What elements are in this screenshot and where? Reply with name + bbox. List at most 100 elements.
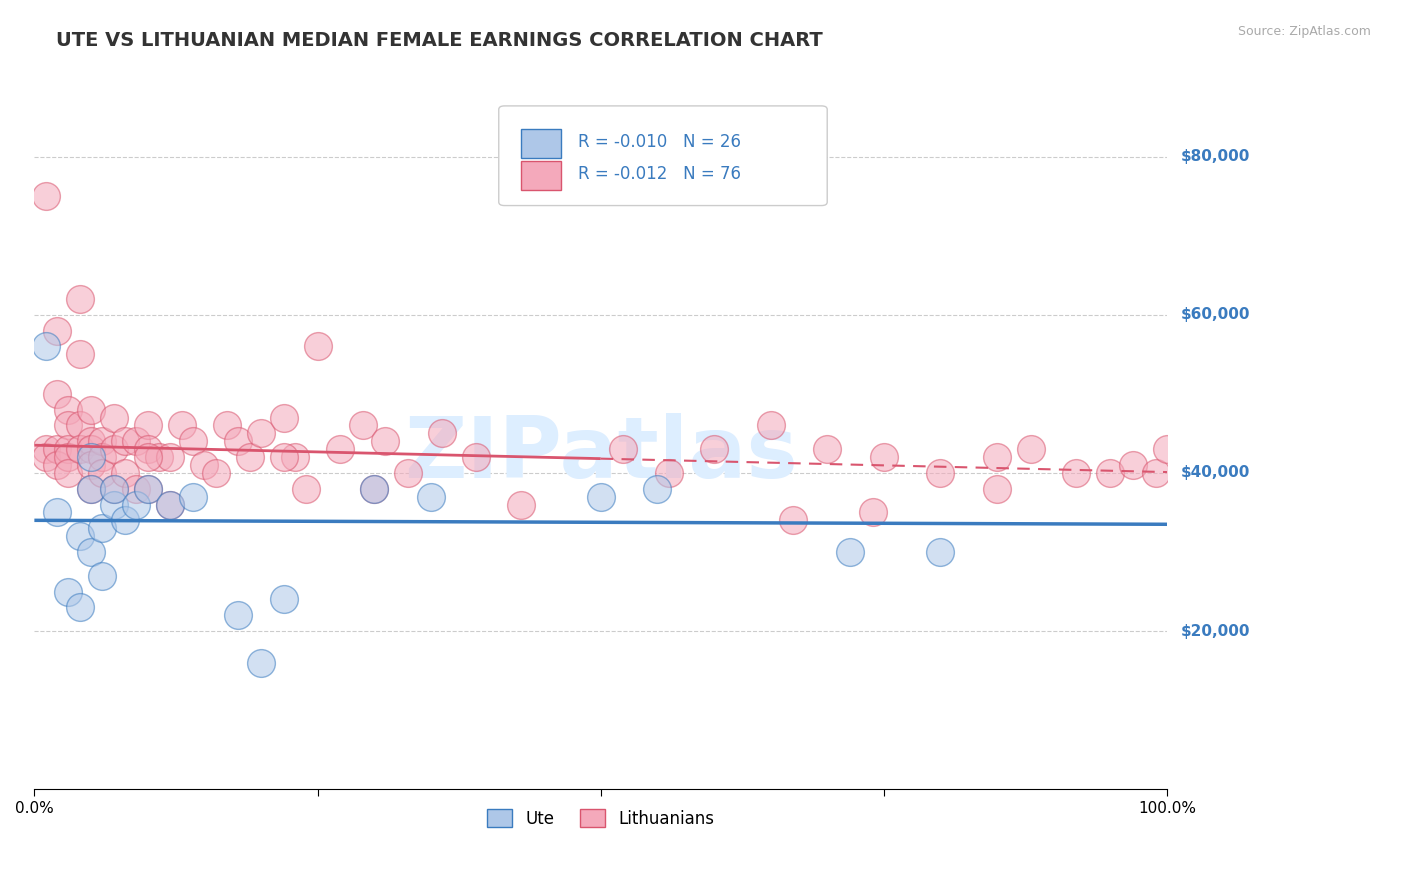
Point bbox=[612, 442, 634, 457]
Point bbox=[170, 418, 193, 433]
Point bbox=[159, 498, 181, 512]
Point bbox=[103, 442, 125, 457]
Point bbox=[374, 434, 396, 449]
Point bbox=[273, 450, 295, 464]
Point bbox=[136, 482, 159, 496]
Point bbox=[295, 482, 318, 496]
Point bbox=[103, 482, 125, 496]
Point bbox=[91, 466, 114, 480]
Text: $40,000: $40,000 bbox=[1181, 466, 1250, 481]
Point bbox=[80, 458, 103, 472]
Point bbox=[419, 490, 441, 504]
Point bbox=[204, 466, 226, 480]
Point bbox=[929, 545, 952, 559]
Point bbox=[1156, 442, 1178, 457]
Point bbox=[986, 450, 1008, 464]
Text: $80,000: $80,000 bbox=[1181, 149, 1250, 164]
Point bbox=[181, 434, 204, 449]
Point bbox=[838, 545, 860, 559]
Point bbox=[589, 490, 612, 504]
Text: R = -0.010   N = 26: R = -0.010 N = 26 bbox=[578, 133, 741, 151]
Legend: Ute, Lithuanians: Ute, Lithuanians bbox=[481, 803, 721, 834]
Point bbox=[250, 656, 273, 670]
Point bbox=[273, 592, 295, 607]
Point bbox=[46, 505, 69, 519]
Point bbox=[58, 466, 80, 480]
Point bbox=[136, 442, 159, 457]
Point bbox=[80, 442, 103, 457]
Point bbox=[91, 450, 114, 464]
Point bbox=[759, 418, 782, 433]
Text: $60,000: $60,000 bbox=[1181, 307, 1250, 322]
Point bbox=[103, 498, 125, 512]
Point bbox=[80, 545, 103, 559]
Point bbox=[46, 324, 69, 338]
Point bbox=[396, 466, 419, 480]
Point bbox=[114, 434, 136, 449]
FancyBboxPatch shape bbox=[522, 128, 561, 158]
Point bbox=[703, 442, 725, 457]
Point bbox=[986, 482, 1008, 496]
Point bbox=[465, 450, 488, 464]
Point bbox=[815, 442, 838, 457]
Point bbox=[226, 434, 249, 449]
Point bbox=[58, 442, 80, 457]
Point bbox=[136, 450, 159, 464]
Point bbox=[1122, 458, 1144, 472]
Point bbox=[430, 426, 453, 441]
Point bbox=[69, 292, 91, 306]
Point bbox=[1019, 442, 1042, 457]
Point bbox=[1099, 466, 1122, 480]
Text: R = -0.012   N = 76: R = -0.012 N = 76 bbox=[578, 164, 741, 183]
Point bbox=[873, 450, 896, 464]
Text: ZIPatlas: ZIPatlas bbox=[404, 413, 797, 496]
Point bbox=[239, 450, 262, 464]
Point bbox=[46, 458, 69, 472]
Point bbox=[35, 450, 58, 464]
Point bbox=[125, 434, 148, 449]
Text: Source: ZipAtlas.com: Source: ZipAtlas.com bbox=[1237, 25, 1371, 38]
Point bbox=[929, 466, 952, 480]
Text: UTE VS LITHUANIAN MEDIAN FEMALE EARNINGS CORRELATION CHART: UTE VS LITHUANIAN MEDIAN FEMALE EARNINGS… bbox=[56, 31, 823, 50]
Point bbox=[782, 513, 804, 527]
Point bbox=[80, 482, 103, 496]
Point bbox=[136, 482, 159, 496]
Point bbox=[114, 513, 136, 527]
Point bbox=[80, 434, 103, 449]
Point bbox=[35, 339, 58, 353]
Point bbox=[58, 418, 80, 433]
Point bbox=[35, 442, 58, 457]
Point bbox=[125, 482, 148, 496]
Point bbox=[250, 426, 273, 441]
Point bbox=[80, 450, 103, 464]
Point bbox=[136, 418, 159, 433]
Point bbox=[329, 442, 352, 457]
Point bbox=[226, 608, 249, 623]
Point bbox=[91, 521, 114, 535]
FancyBboxPatch shape bbox=[499, 106, 827, 205]
Point bbox=[35, 189, 58, 203]
Point bbox=[103, 410, 125, 425]
Point bbox=[46, 386, 69, 401]
Point bbox=[363, 482, 385, 496]
Point bbox=[307, 339, 329, 353]
Point bbox=[284, 450, 307, 464]
Point bbox=[510, 498, 533, 512]
Point bbox=[103, 482, 125, 496]
Point bbox=[159, 498, 181, 512]
Point bbox=[80, 482, 103, 496]
Text: $20,000: $20,000 bbox=[1181, 624, 1250, 639]
Point bbox=[46, 442, 69, 457]
Point bbox=[69, 600, 91, 615]
Point bbox=[862, 505, 884, 519]
Point bbox=[58, 402, 80, 417]
Point bbox=[1066, 466, 1088, 480]
Point bbox=[193, 458, 215, 472]
Point bbox=[58, 584, 80, 599]
Point bbox=[125, 498, 148, 512]
Point bbox=[148, 450, 170, 464]
Point bbox=[69, 347, 91, 361]
Point bbox=[80, 402, 103, 417]
Point bbox=[114, 466, 136, 480]
Point bbox=[647, 482, 669, 496]
